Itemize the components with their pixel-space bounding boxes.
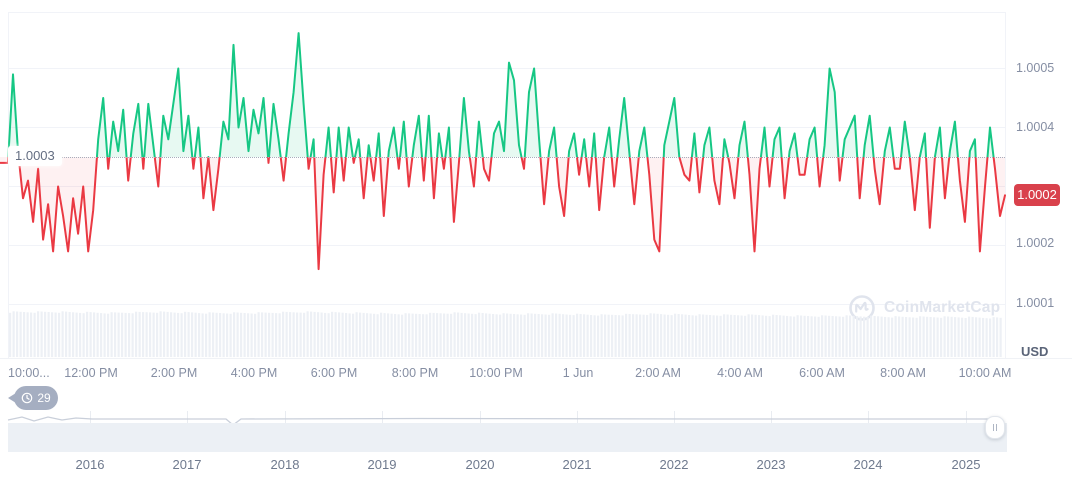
y-axis-tick: 1.0001 — [1016, 296, 1055, 310]
navigator-selected-range[interactable] — [8, 423, 1007, 452]
x-axis-tick: 10:00... — [8, 366, 50, 380]
last-price-badge: 1.0002 — [1014, 184, 1060, 207]
x-axis-tick: 4:00 AM — [717, 366, 763, 380]
baseline-price-label: 1.0003 — [8, 146, 62, 166]
navigator-year-separator — [771, 411, 772, 423]
navigator-year-separator — [868, 411, 869, 423]
x-axis-tick: 8:00 PM — [391, 366, 439, 380]
navigator-year-separator — [966, 411, 967, 423]
y-axis-tick: 1.0004 — [1016, 120, 1055, 134]
x-axis-tick: 4:00 PM — [230, 366, 278, 380]
watermark-label: CoinMarketCap — [884, 299, 1001, 316]
x-axis-tick: 6:00 PM — [310, 366, 358, 380]
history-count: 29 — [37, 391, 51, 405]
price-line-chart — [0, 32, 1006, 358]
gridline — [8, 12, 1005, 13]
navigator-thumbnails — [0, 411, 1072, 424]
axis-separator-line — [0, 358, 1072, 359]
gridline — [8, 245, 1005, 246]
navigator-year-separator — [187, 411, 188, 423]
navigator-year-label: 2017 — [172, 457, 202, 472]
navigator-year-separator — [285, 411, 286, 423]
navigator-year-separator — [577, 411, 578, 423]
x-axis-tick: 10:00 PM — [469, 366, 523, 380]
x-axis-tick: 1 Jun — [562, 366, 594, 380]
plot-right-border — [1005, 12, 1006, 358]
coinmarketcap-watermark: CoinMarketCap — [848, 294, 1000, 322]
gridline — [8, 127, 1005, 128]
x-axis-tick: 12:00 PM — [64, 366, 118, 380]
plot-left-border — [8, 12, 9, 358]
navigator-year-label: 2020 — [465, 457, 495, 472]
navigator-year-separator — [674, 411, 675, 423]
navigator-right-handle[interactable] — [985, 416, 1005, 439]
navigator-year-label: 2016 — [75, 457, 105, 472]
baseline-dotted-line — [8, 157, 1005, 158]
x-axis-tick: 10:00 AM — [958, 366, 1012, 380]
y-axis-unit-label: USD — [1021, 344, 1049, 359]
volume-bars — [9, 311, 1002, 358]
navigator-year-separator — [480, 411, 481, 423]
navigator-year-label: 2019 — [367, 457, 397, 472]
history-count-badge[interactable]: 29 — [8, 386, 58, 410]
navigator-year-label: 2024 — [853, 457, 883, 472]
x-axis-tick: 6:00 AM — [799, 366, 845, 380]
x-axis-tick: 8:00 AM — [880, 366, 926, 380]
y-axis-tick: 1.0005 — [1016, 61, 1055, 75]
y-axis-tick: 1.0002 — [1016, 236, 1055, 250]
clock-icon — [22, 392, 33, 404]
badge-tail — [8, 393, 16, 403]
navigator-year-label: 2022 — [659, 457, 689, 472]
coinmarketcap-logo-icon — [849, 295, 875, 321]
navigator-year-label: 2018 — [270, 457, 300, 472]
navigator-year-separator — [382, 411, 383, 423]
navigator-year-label: 2021 — [562, 457, 592, 472]
gridline — [8, 304, 1005, 305]
gridline — [8, 186, 1005, 187]
x-axis-tick: 2:00 PM — [150, 366, 198, 380]
navigator-year-label: 2025 — [951, 457, 981, 472]
x-axis-tick: 2:00 AM — [635, 366, 681, 380]
gridline — [8, 68, 1005, 69]
navigator-year-separator — [90, 411, 91, 423]
navigator-year-label: 2023 — [756, 457, 786, 472]
